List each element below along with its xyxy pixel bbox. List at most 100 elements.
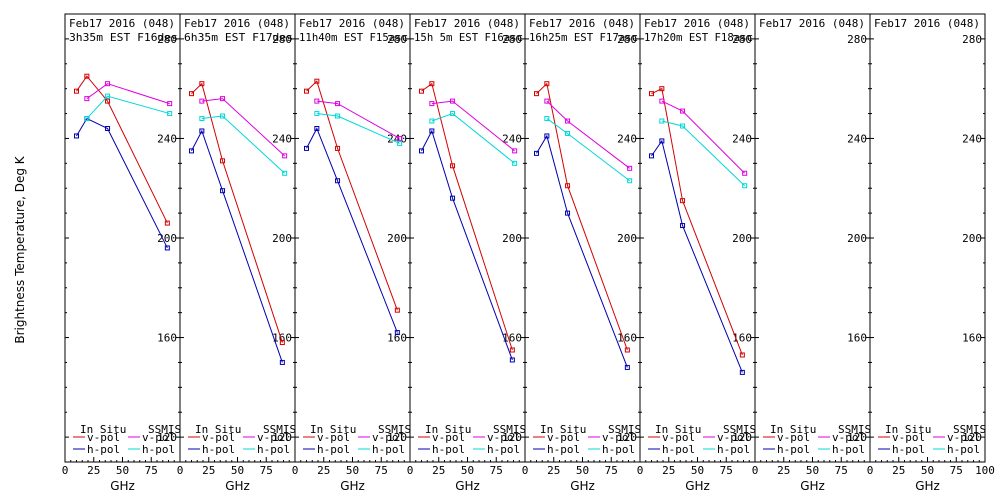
data-point	[534, 150, 539, 156]
legend-insitu-title: In Situ	[770, 423, 816, 436]
x-tick-label: 50	[346, 464, 359, 477]
data-point	[84, 73, 90, 79]
data-point	[167, 101, 173, 107]
data-point	[742, 183, 748, 189]
y-tick-label: 120	[272, 431, 292, 444]
data-point	[565, 183, 571, 189]
legend-label: v-pol	[317, 431, 350, 444]
x-axis-label: GHz	[340, 479, 365, 493]
panel-title-time: 11h40m EST F15asc	[299, 31, 408, 44]
x-tick-label: 75	[260, 464, 273, 477]
legend-label: v-pol	[432, 431, 465, 444]
panel-4: Feb17 2016 (048)15h 5m EST F16asc 120 160 2…	[407, 13, 526, 493]
data-point	[394, 307, 400, 313]
legend-insitu-title: In Situ	[540, 423, 586, 436]
data-point	[189, 148, 194, 154]
data-point	[335, 101, 341, 107]
data-point	[649, 153, 654, 159]
series-line	[316, 100, 400, 139]
legend-insitu-title: In Situ	[425, 423, 471, 436]
data-point	[659, 118, 665, 124]
panel-6: Feb17 2016 (048)17h20m EST F18asc 120 160 2…	[637, 13, 756, 493]
series-line	[201, 98, 285, 157]
series-line	[421, 82, 513, 351]
data-point	[397, 135, 403, 141]
data-point	[659, 138, 665, 144]
data-point	[199, 81, 205, 87]
y-tick-label: 280	[617, 33, 637, 46]
data-point	[680, 108, 686, 114]
panel-1: Feb17 2016 (048)3h35m EST F16des 120 160 20…	[62, 13, 181, 493]
data-point	[450, 195, 456, 201]
legend-label: h-pol	[142, 443, 175, 456]
data-point	[74, 133, 79, 139]
series-line	[76, 117, 168, 249]
data-point	[164, 220, 170, 226]
legend-label: v-pol	[777, 431, 810, 444]
data-point	[394, 330, 400, 336]
data-point	[220, 113, 226, 119]
data-point	[624, 364, 630, 370]
x-tick-label: 50	[461, 464, 474, 477]
y-tick-label: 160	[157, 332, 177, 345]
x-axis-label: GHz	[225, 479, 250, 493]
x-tick-label: 0	[407, 464, 414, 477]
x-tick-label: 75	[490, 464, 503, 477]
x-tick-label: 100	[975, 464, 995, 477]
x-tick-label: 0	[62, 464, 69, 477]
y-tick-label: 120	[617, 431, 637, 444]
data-point	[199, 116, 205, 122]
data-point	[565, 210, 571, 216]
y-tick-label: 280	[732, 33, 752, 46]
data-point	[512, 160, 518, 166]
series-line	[191, 129, 283, 363]
y-tick-label: 200	[617, 232, 637, 245]
series-line	[201, 115, 285, 174]
data-point	[627, 178, 633, 184]
x-axis-label: GHz	[915, 479, 940, 493]
data-point	[534, 91, 539, 97]
panels-group: Feb17 2016 (048)3h35m EST F16des12016020…	[62, 13, 995, 493]
data-point	[304, 145, 309, 151]
y-tick-label: 120	[847, 431, 867, 444]
y-tick-label: 200	[502, 232, 522, 245]
y-tick-label: 200	[962, 232, 982, 245]
legend-label: v-pol	[832, 431, 865, 444]
x-axis-label: GHz	[800, 479, 825, 493]
y-tick-label: 280	[502, 33, 522, 46]
data-point	[739, 352, 745, 358]
data-point	[105, 98, 111, 104]
legend-label: h-pol	[947, 443, 980, 456]
y-tick-label: 240	[272, 132, 292, 145]
legend-label: h-pol	[87, 443, 120, 456]
x-axis-label: GHz	[455, 479, 480, 493]
x-tick-label: 25	[662, 464, 675, 477]
data-point	[429, 81, 435, 87]
legend-label: v-pol	[257, 431, 290, 444]
legend-label: v-pol	[947, 431, 980, 444]
data-point	[512, 148, 518, 154]
legend-ssmis-title: SSMIS	[493, 423, 526, 436]
y-tick-label: 200	[847, 232, 867, 245]
series-line	[661, 100, 746, 174]
legend-ssmis-title: SSMIS	[378, 423, 411, 436]
series-line	[431, 100, 515, 152]
data-point	[450, 98, 456, 104]
panel-title-date: Feb17 2016 (048)	[874, 17, 980, 30]
data-point	[199, 98, 205, 104]
data-point	[164, 245, 170, 251]
y-tick-label: 120	[157, 431, 177, 444]
data-point	[450, 111, 456, 117]
x-tick-label: 75	[605, 464, 618, 477]
data-point	[335, 145, 341, 151]
y-tick-label: 200	[157, 232, 177, 245]
legend-label: h-pol	[257, 443, 290, 456]
legend-label: h-pol	[487, 443, 520, 456]
data-point	[649, 91, 654, 97]
y-tick-label: 280	[962, 33, 982, 46]
data-point	[450, 163, 456, 169]
legend-label: h-pol	[547, 443, 580, 456]
series-line	[651, 139, 743, 373]
y-tick-label: 280	[847, 33, 867, 46]
series-line	[86, 95, 170, 119]
